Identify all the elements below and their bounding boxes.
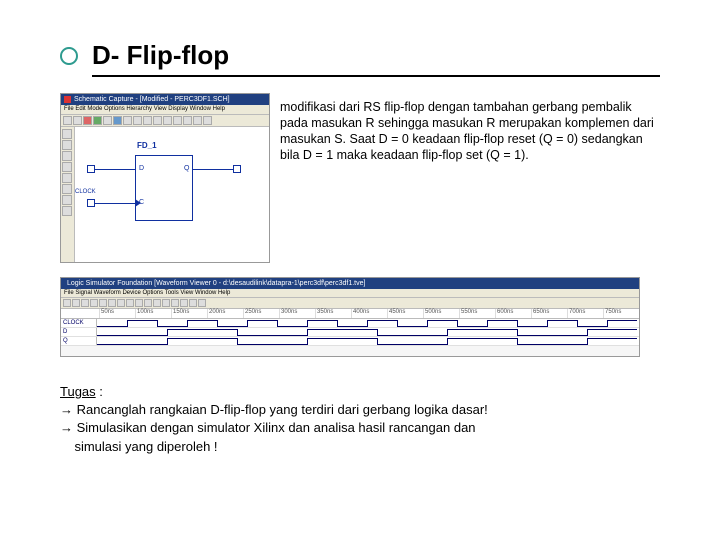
time-tick: 700ns (567, 309, 603, 318)
tugas-line3: simulasi yang diperoleh ! (60, 439, 218, 454)
bullet-ring-icon (60, 47, 78, 65)
schematic-window-title: Schematic Capture - [Modified - PERC3DF1… (74, 96, 230, 103)
schematic-titlebar: Schematic Capture - [Modified - PERC3DF1… (61, 94, 269, 105)
wave-row-d: D (61, 328, 639, 337)
schematic-capture-window: Schematic Capture - [Modified - PERC3DF1… (60, 93, 270, 263)
tugas-colon: : (96, 384, 103, 399)
schematic-menu[interactable]: File Edit Mode Options Hierarchy View Di… (61, 105, 269, 115)
time-tick: 650ns (531, 309, 567, 318)
description-text: modifikasi dari RS flip-flop dengan tamb… (280, 93, 660, 263)
time-tick: 350ns (315, 309, 351, 318)
pin-d-label: D (139, 165, 144, 172)
simulator-toolbar[interactable] (61, 298, 639, 309)
logic-simulator-window: Logic Simulator Foundation [Waveform Vie… (60, 277, 640, 357)
tugas-heading: Tugas (60, 384, 96, 399)
simulator-window-title: Logic Simulator Foundation [Waveform Vie… (67, 280, 365, 287)
time-tick: 250ns (243, 309, 279, 318)
title-row: D- Flip-flop (60, 40, 660, 71)
tugas-line1: → Rancanglah rangkaian D-flip-flop yang … (60, 402, 488, 417)
page-title: D- Flip-flop (92, 40, 229, 71)
pad-q (233, 165, 241, 173)
simulator-titlebar: Logic Simulator Foundation [Waveform Vie… (61, 278, 639, 289)
simulator-menu[interactable]: File Signal Waveform Device Options Tool… (61, 289, 639, 298)
time-tick: 300ns (279, 309, 315, 318)
pin-q-label: Q (184, 165, 189, 172)
time-tick: 100ns (135, 309, 171, 318)
signal-label: D (61, 328, 97, 336)
schematic-side-toolbar[interactable] (61, 127, 75, 262)
time-tick: 400ns (351, 309, 387, 318)
content-row: Schematic Capture - [Modified - PERC3DF1… (60, 93, 660, 263)
time-tick: 550ns (459, 309, 495, 318)
waveform-area: CLOCKDQ (61, 319, 639, 346)
time-tick: 600ns (495, 309, 531, 318)
clock-net-label: CLOCK (75, 189, 96, 195)
app-icon (64, 96, 71, 103)
signal-label: CLOCK (61, 319, 97, 327)
time-tick: 500ns (423, 309, 459, 318)
pad-clock (87, 199, 95, 207)
signal-label: Q (61, 337, 97, 345)
schematic-canvas: FD_1 D C Q CLOCK (75, 127, 269, 262)
time-tick: 750ns (603, 309, 639, 318)
title-underline (92, 75, 660, 77)
time-tick: 450ns (387, 309, 423, 318)
tugas-line2: → Simulasikan dengan simulator Xilinx da… (60, 420, 476, 435)
wave-row-clock: CLOCK (61, 319, 639, 328)
component-label: FD_1 (137, 141, 157, 150)
time-tick: 50ns (99, 309, 135, 318)
time-tick: 150ns (171, 309, 207, 318)
time-tick: 200ns (207, 309, 243, 318)
wave-row-q: Q (61, 337, 639, 346)
tugas-block: Tugas : → Rancanglah rangkaian D-flip-fl… (60, 383, 660, 456)
time-ruler: 50ns100ns150ns200ns250ns300ns350ns400ns4… (61, 309, 639, 319)
pad-d (87, 165, 95, 173)
schematic-toolbar[interactable] (61, 115, 269, 127)
